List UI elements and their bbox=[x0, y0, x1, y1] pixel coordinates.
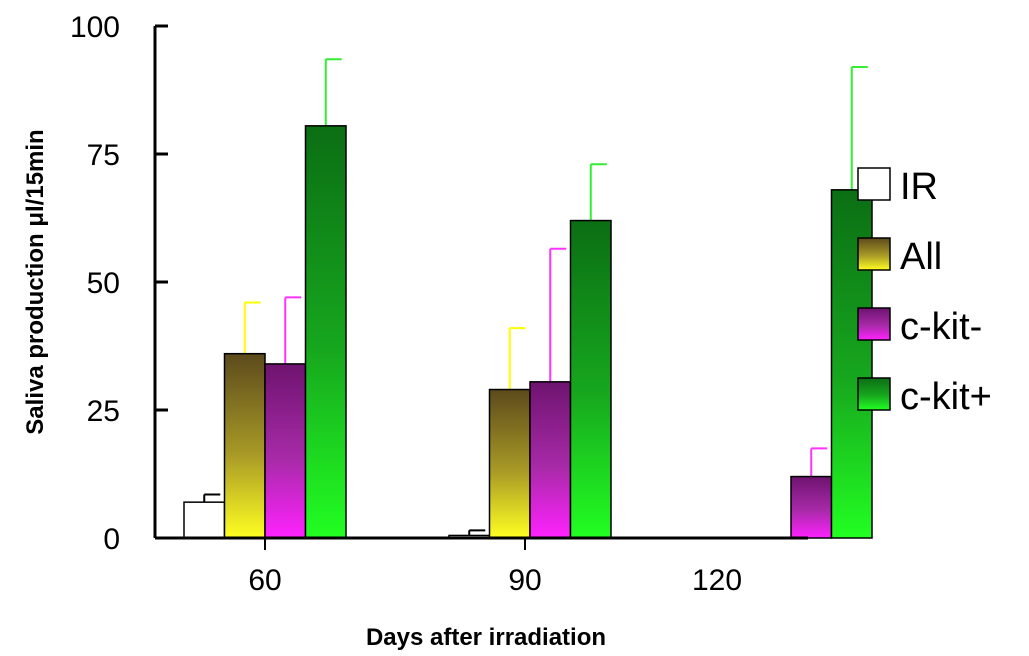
y-tick-label: 100 bbox=[70, 11, 120, 44]
legend: IR All c-kit-c-kit+ bbox=[857, 166, 992, 418]
y-tick-label: 25 bbox=[87, 395, 120, 428]
x-ticks: 60 90 120 bbox=[248, 538, 742, 597]
x-tick-label: 120 bbox=[692, 564, 742, 597]
y-tick-label: 75 bbox=[87, 139, 120, 172]
y-tick-label: 0 bbox=[103, 523, 120, 556]
legend-label: All bbox=[900, 236, 942, 278]
y-ticks: 0 25 50 75 100 bbox=[70, 11, 168, 556]
bar bbox=[223, 352, 266, 539]
bar bbox=[529, 381, 572, 539]
x-tick-label: 60 bbox=[248, 564, 281, 597]
y-axis-title: Saliva production μl/15min bbox=[22, 129, 49, 434]
bar bbox=[183, 501, 226, 539]
y-tick-label: 50 bbox=[87, 267, 120, 300]
bar bbox=[488, 388, 531, 539]
x-axis-title: Days after irradiation bbox=[366, 624, 606, 651]
bar bbox=[569, 219, 612, 539]
legend-swatch bbox=[857, 237, 891, 271]
legend-swatch bbox=[857, 167, 891, 201]
legend-swatch bbox=[857, 307, 891, 341]
bars bbox=[183, 125, 873, 539]
legend-label: c-kit+ bbox=[900, 376, 992, 418]
legend-label: c-kit- bbox=[900, 306, 982, 348]
bar bbox=[304, 125, 347, 539]
error-bars bbox=[203, 58, 868, 536]
legend-label: IR bbox=[900, 166, 938, 208]
legend-swatch bbox=[857, 377, 891, 411]
bar bbox=[264, 363, 307, 539]
bar bbox=[790, 475, 833, 539]
x-tick-label: 90 bbox=[508, 564, 541, 597]
